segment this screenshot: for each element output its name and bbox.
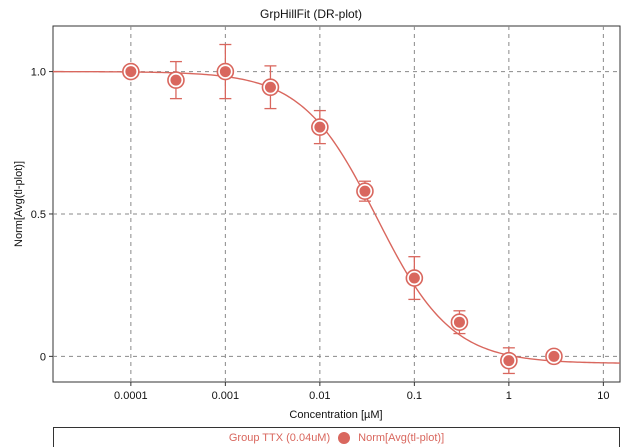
point-marker: [125, 66, 137, 78]
y-axis-label: Norm[Avg(tl-plot)]: [13, 161, 25, 247]
x-axis-label: Concentration [µM]: [289, 409, 382, 421]
point-marker: [219, 66, 231, 78]
data-point: [500, 347, 518, 375]
legend: Group TTX (0.04uM) Norm[Avg(tl-plot)]: [53, 427, 620, 447]
data-point: [356, 180, 374, 202]
data-point: [122, 62, 140, 81]
x-tick-label: 1: [506, 390, 512, 402]
legend-marker-icon: [338, 431, 351, 444]
dose-response-chart: GrpHillFit (DR-plot) 0.0001 0.001 0.01 0.1 1…: [13, 7, 621, 421]
fit-line: [53, 70, 621, 364]
y-tick-label: 1.0: [31, 67, 46, 79]
legend-group-label: Group TTX (0.04uM): [228, 431, 331, 444]
point-marker: [170, 74, 182, 86]
data-points: [122, 43, 563, 375]
x-tick-label: 10: [597, 390, 609, 402]
point-marker: [548, 350, 560, 362]
point-marker: [408, 272, 420, 284]
y-tick-label: 0.5: [31, 209, 46, 221]
x-axis-ticks: 0.0001 0.001 0.01 0.1 1 10: [114, 382, 609, 402]
plot-area: [52, 25, 621, 383]
data-point: [311, 109, 329, 145]
point-marker: [503, 355, 515, 367]
point-marker: [453, 316, 465, 328]
point-marker: [359, 185, 371, 197]
data-point: [405, 256, 424, 301]
fit-curve: [53, 70, 621, 364]
x-tick-label: 0.1: [407, 390, 422, 402]
data-point: [216, 43, 235, 100]
y-tick-label: 0: [40, 351, 46, 363]
data-point: [261, 65, 280, 110]
y-axis-ticks: 0 0.5 1.0: [31, 67, 53, 363]
data-point: [450, 310, 469, 335]
chart-title: GrpHillFit (DR-plot): [260, 7, 362, 21]
data-point: [545, 347, 563, 366]
legend-series-label: Norm[Avg(tl-plot)]: [358, 431, 445, 444]
point-marker: [264, 81, 276, 93]
x-tick-label: 0.001: [212, 390, 240, 402]
point-marker: [314, 121, 326, 133]
data-point: [167, 60, 185, 100]
x-tick-label: 0.0001: [114, 390, 148, 402]
x-tick-label: 0.01: [309, 390, 330, 402]
